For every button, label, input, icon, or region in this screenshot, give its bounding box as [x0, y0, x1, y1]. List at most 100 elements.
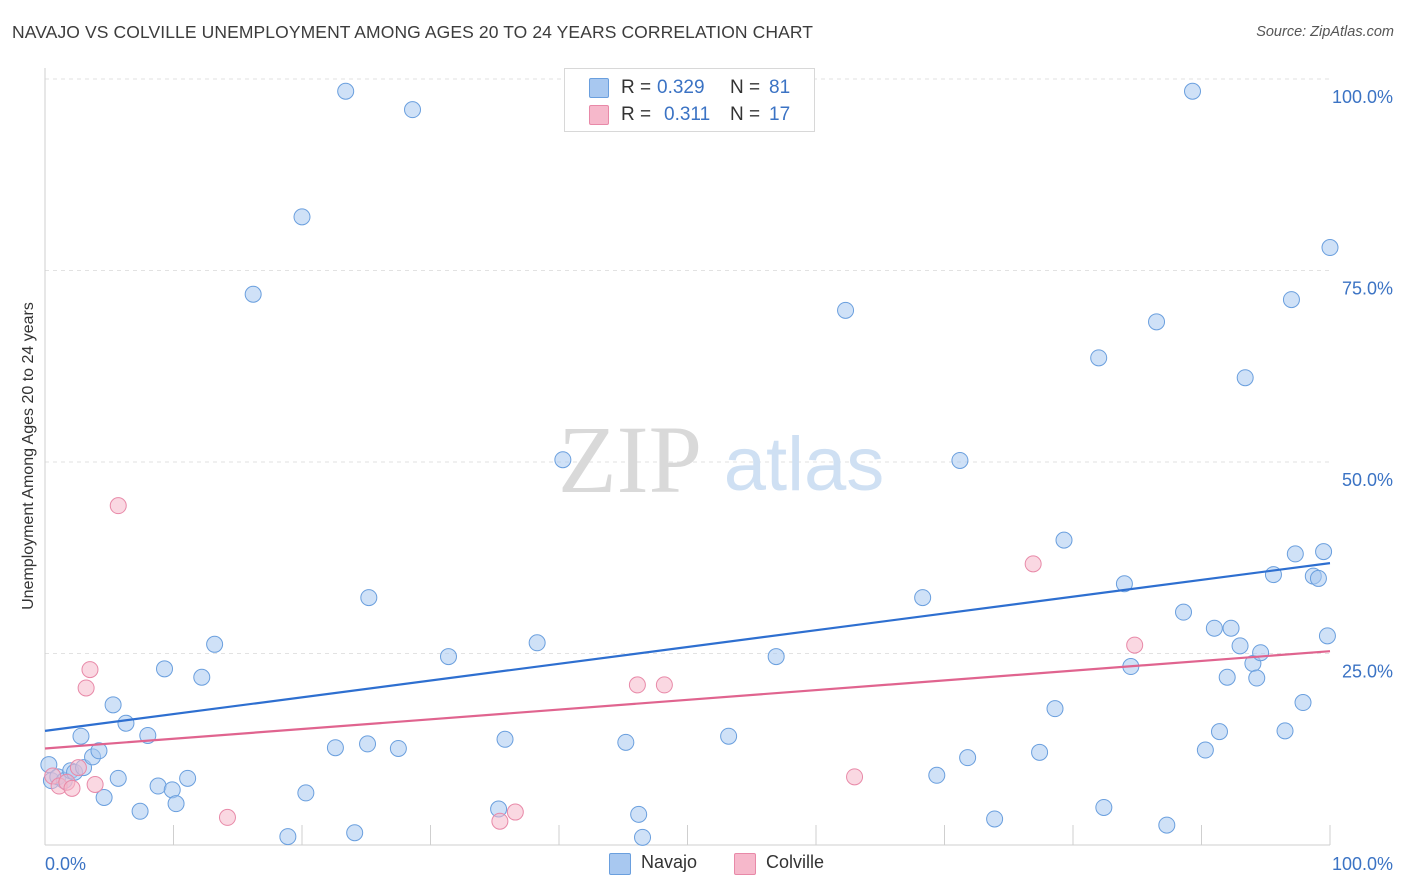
navajo-point: [389, 739, 407, 757]
colville-point: [218, 808, 236, 826]
y-tick-label: 50.0%: [1342, 470, 1393, 490]
navajo-n-value: 81: [769, 77, 791, 98]
navajo-point: [554, 451, 572, 469]
navajo-point: [346, 824, 364, 842]
navajo-point: [634, 828, 652, 846]
navajo-point: [1031, 743, 1049, 761]
navajo-point: [986, 810, 1004, 828]
navajo-point: [1236, 369, 1254, 387]
chart-title: NAVAJO VS COLVILLE UNEMPLOYMENT AMONG AG…: [12, 22, 814, 42]
navajo-point: [1222, 619, 1240, 637]
navajo-point: [1115, 575, 1133, 593]
trend-layer: [44, 562, 1331, 750]
colville-point: [69, 759, 87, 777]
navajo-point: [928, 766, 946, 784]
navajo-point: [1184, 82, 1202, 100]
x-tick-label-max: 100.0%: [1332, 854, 1393, 874]
watermark-zip: ZIP: [558, 406, 702, 513]
colville-point: [77, 679, 95, 697]
navajo-point: [1248, 669, 1266, 687]
stats-legend: R = 0.329 N = 81 R = 0.311 N = 17: [564, 68, 815, 132]
colville-point: [846, 768, 864, 786]
navajo-point: [293, 208, 311, 226]
navajo-point: [1090, 349, 1108, 367]
navajo-point: [104, 696, 122, 714]
navajo-point: [1318, 627, 1336, 645]
navajo-point: [767, 648, 785, 666]
navajo-point: [528, 634, 546, 652]
x-tick-label-min: 0.0%: [45, 854, 86, 874]
colville-r-value: 0.311: [664, 104, 711, 125]
navajo-point: [149, 777, 167, 795]
navajo-point: [1315, 543, 1333, 561]
navajo-point: [337, 82, 355, 100]
source-label: Source: ZipAtlas.com: [1256, 24, 1394, 40]
navajo-point: [297, 784, 315, 802]
axes-layer: [44, 68, 1331, 846]
colville-trend-line: [44, 650, 1331, 750]
navajo-point: [404, 101, 422, 119]
colville-r-label: R =: [621, 104, 652, 125]
navajo-point: [109, 769, 127, 787]
navajo-point: [359, 735, 377, 753]
colville-point: [491, 812, 509, 830]
navajo-point: [496, 730, 514, 748]
navajo-point: [167, 795, 185, 813]
y-tick-label: 25.0%: [1342, 662, 1393, 682]
navajo-point: [837, 301, 855, 319]
navajo-swatch: [589, 78, 609, 98]
colville-point: [506, 803, 524, 821]
points-layer: [40, 82, 1339, 846]
colville-legend-swatch: [734, 853, 756, 875]
navajo-point: [1321, 239, 1339, 257]
navajo-point: [951, 451, 969, 469]
navajo-point: [156, 660, 174, 678]
navajo-point: [72, 727, 90, 745]
colville-point: [628, 676, 646, 694]
watermark: ZIP atlas: [558, 406, 884, 513]
colville-point: [63, 779, 81, 797]
navajo-point: [117, 714, 135, 732]
navajo-point: [1294, 694, 1312, 712]
navajo-point: [1158, 816, 1176, 834]
navajo-r-label: R =: [621, 77, 652, 98]
navajo-point: [1286, 545, 1304, 563]
navajo-point: [279, 828, 297, 846]
y-tick-label: 75.0%: [1342, 279, 1393, 299]
colville-point: [655, 676, 673, 694]
colville-point: [109, 497, 127, 515]
colville-n-value: 17: [769, 104, 791, 125]
navajo-point: [959, 749, 977, 767]
navajo-point: [1205, 619, 1223, 637]
navajo-point: [131, 802, 149, 820]
navajo-point: [326, 739, 344, 757]
navajo-point: [1055, 531, 1073, 549]
navajo-legend-swatch: [609, 853, 631, 875]
colville-point: [1024, 555, 1042, 573]
watermark-atlas: atlas: [724, 422, 885, 507]
colville-point: [1126, 636, 1144, 654]
navajo-point: [1210, 723, 1228, 741]
navajo-point: [179, 769, 197, 787]
navajo-point: [1175, 603, 1193, 621]
navajo-point: [1196, 741, 1214, 759]
navajo-point: [720, 727, 738, 745]
navajo-point: [95, 789, 113, 807]
navajo-point: [1276, 722, 1294, 740]
navajo-point: [617, 733, 635, 751]
navajo-point: [630, 805, 648, 823]
navajo-n-label: N =: [730, 77, 761, 98]
navajo-point: [1046, 700, 1064, 718]
navajo-point: [1309, 569, 1327, 587]
navajo-point: [1252, 644, 1270, 662]
navajo-trend-line: [44, 562, 1331, 732]
navajo-point: [914, 589, 932, 607]
colville-n-label: N =: [730, 104, 761, 125]
navajo-point: [1095, 798, 1113, 816]
y-axis-label: Unemployment Among Ages 20 to 24 years: [20, 302, 37, 610]
navajo-point: [1218, 668, 1236, 686]
colville-legend-label: Colville: [766, 852, 825, 872]
navajo-point: [360, 589, 378, 607]
navajo-point: [1282, 291, 1300, 309]
